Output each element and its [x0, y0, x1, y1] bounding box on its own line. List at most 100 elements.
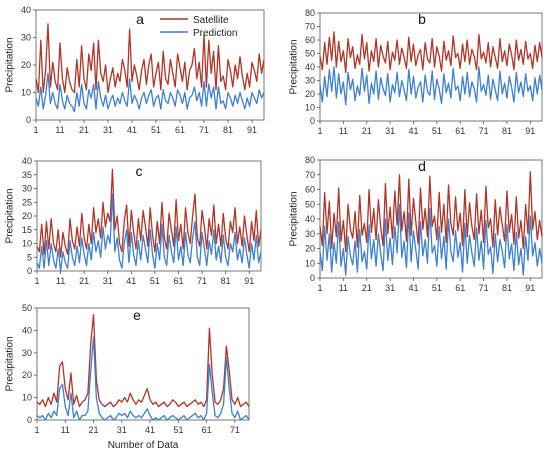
- plot-frame: [319, 12, 543, 122]
- series-line-satellite: [36, 168, 262, 258]
- plot-frame: [36, 307, 250, 421]
- y-tick-label: 30: [305, 76, 315, 86]
- y-tick-label: 15: [22, 225, 32, 235]
- x-tick-label: 91: [525, 283, 535, 293]
- y-tick-label: 40: [305, 214, 315, 224]
- panel-label-c: c: [136, 163, 143, 179]
- y-tick-label: 5: [27, 252, 32, 262]
- y-tick-label: 10: [22, 393, 32, 403]
- series-line-satellite: [319, 31, 543, 74]
- x-tick-label: 31: [385, 126, 395, 136]
- x-tick-label: 51: [173, 425, 183, 435]
- x-tick-label: 61: [173, 276, 183, 286]
- y-tick-label: 60: [305, 35, 315, 45]
- y-tick-label: 70: [305, 170, 315, 180]
- x-tick-label: 1: [34, 276, 39, 286]
- series-line-satellite: [35, 23, 265, 94]
- x-axis-label: Number of Data: [108, 440, 179, 451]
- x-tick-label: 31: [103, 276, 113, 286]
- series-line-satellite: [36, 314, 250, 408]
- x-tick-label: 11: [339, 126, 348, 136]
- x-tick-label: 41: [145, 425, 155, 435]
- series-line-prediction: [36, 336, 250, 421]
- y-tick-label: 10: [21, 88, 31, 98]
- y-tick-label: 50: [22, 303, 32, 313]
- y-axis-label: Precipitation: [289, 39, 300, 94]
- y-tick-label: 0: [310, 116, 315, 126]
- x-tick-label: 21: [362, 126, 372, 136]
- y-tick-label: 30: [21, 33, 31, 43]
- y-tick-label: 40: [21, 5, 31, 15]
- x-tick-label: 61: [175, 125, 185, 135]
- y-tick-label: 40: [22, 325, 32, 335]
- x-tick-label: 91: [525, 126, 535, 136]
- x-tick-label: 61: [202, 425, 212, 435]
- x-tick-label: 11: [61, 425, 70, 435]
- x-tick-label: 71: [199, 125, 209, 135]
- y-tick-label: 35: [22, 170, 32, 180]
- y-tick-label: 20: [21, 60, 31, 70]
- y-tick-label: 0: [27, 266, 32, 276]
- y-tick-label: 40: [305, 62, 315, 72]
- y-tick-label: 80: [305, 155, 315, 165]
- x-tick-label: 51: [150, 276, 160, 286]
- x-tick-label: 1: [317, 126, 322, 136]
- y-tick-label: 50: [305, 199, 315, 209]
- y-tick-label: 20: [305, 244, 315, 254]
- x-tick-label: 81: [221, 276, 231, 286]
- x-tick-label: 21: [79, 276, 89, 286]
- x-tick-label: 71: [479, 283, 489, 293]
- legend-label-satellite: Satellite: [193, 15, 229, 26]
- x-tick-label: 61: [455, 283, 465, 293]
- x-tick-label: 71: [479, 126, 489, 136]
- y-axis-label: Precipitation: [5, 37, 16, 92]
- y-tick-label: 25: [22, 197, 32, 207]
- x-tick-label: 11: [56, 276, 65, 286]
- legend: Satellite Prediction: [160, 15, 237, 39]
- y-tick-label: 20: [305, 89, 315, 99]
- x-tick-label: 51: [151, 125, 161, 135]
- y-tick-label: 0: [310, 273, 315, 283]
- series-line-prediction: [319, 66, 543, 106]
- y-tick-label: 60: [305, 185, 315, 195]
- x-tick-label: 31: [385, 283, 395, 293]
- x-tick-label: 91: [247, 125, 257, 135]
- series-line-prediction: [319, 203, 543, 276]
- x-tick-label: 81: [223, 125, 233, 135]
- x-tick-label: 51: [432, 283, 442, 293]
- x-tick-label: 1: [33, 125, 38, 135]
- x-tick-label: 81: [502, 283, 512, 293]
- y-tick-label: 30: [22, 348, 32, 358]
- y-tick-label: 50: [305, 49, 315, 59]
- legend-label-prediction: Prediction: [193, 28, 237, 39]
- x-tick-label: 11: [55, 125, 64, 135]
- x-tick-label: 31: [117, 425, 127, 435]
- y-tick-label: 40: [22, 156, 32, 166]
- series-line-prediction: [35, 72, 265, 113]
- panel-label-a: a: [136, 11, 144, 27]
- series-line-satellite: [319, 171, 543, 253]
- x-tick-label: 41: [126, 276, 136, 286]
- panel-label-e: e: [133, 307, 141, 323]
- y-tick-label: 10: [305, 258, 315, 268]
- x-tick-label: 71: [197, 276, 207, 286]
- y-axis-label: Precipitation: [289, 191, 300, 246]
- y-tick-label: 20: [22, 370, 32, 380]
- y-tick-label: 0: [26, 115, 31, 125]
- y-tick-label: 0: [27, 415, 32, 425]
- x-tick-label: 21: [79, 125, 89, 135]
- series-line-prediction: [36, 193, 262, 272]
- x-tick-label: 1: [34, 425, 39, 435]
- y-tick-label: 20: [22, 211, 32, 221]
- y-axis-label: Precipitation: [5, 336, 16, 391]
- panel-label-b: b: [418, 11, 426, 27]
- y-tick-label: 30: [305, 229, 315, 239]
- x-tick-label: 41: [127, 125, 137, 135]
- panel-label-d: d: [418, 158, 426, 174]
